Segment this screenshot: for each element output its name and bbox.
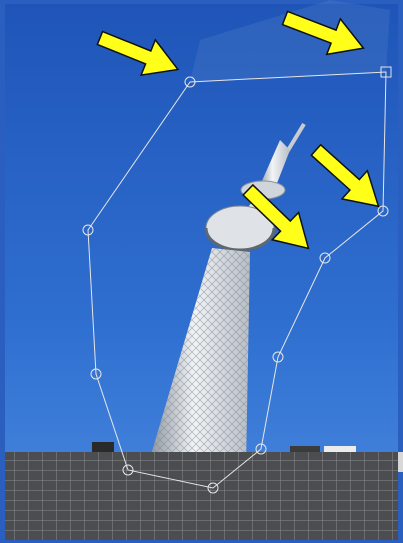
facade [5,452,398,540]
page: (() => { const data = JSON.parse(documen… [0,0,403,543]
building [5,442,403,540]
photo-editor-canvas [0,0,403,543]
